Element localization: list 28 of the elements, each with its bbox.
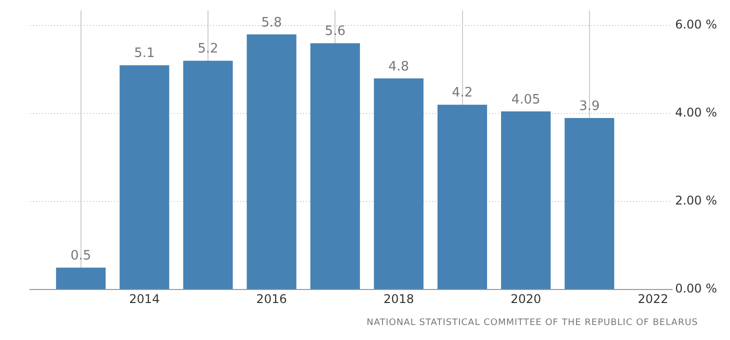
bar — [246, 34, 296, 290]
data-label: 5.8 — [261, 15, 282, 30]
y-tick-label: 0.00 % — [675, 282, 717, 296]
y-tick-label: 4.00 % — [675, 106, 717, 120]
data-label: 5.1 — [134, 46, 155, 62]
x-tick-label: 2014 — [129, 292, 160, 306]
data-label: 5.6 — [324, 24, 346, 40]
bar — [564, 118, 614, 290]
bar — [183, 60, 233, 290]
x-tick-label: 2018 — [383, 292, 414, 306]
data-label: 4.8 — [388, 59, 410, 74]
x-tick-label: 2022 — [638, 292, 668, 306]
x-tick-label: 2016 — [256, 292, 287, 306]
data-label: 0.5 — [70, 248, 92, 264]
data-label: 4.05 — [511, 92, 540, 108]
bar — [501, 111, 551, 290]
data-label: 3.9 — [579, 98, 600, 114]
bar — [437, 104, 488, 290]
bar — [56, 268, 106, 290]
bar — [310, 43, 360, 290]
y-tick-label: 6.00 % — [675, 18, 717, 32]
data-label: 4.2 — [452, 86, 473, 101]
text: NATIONAL STATISTICAL COMMITTEE OF THE REPUBLIC OF BELARUS — [366, 318, 698, 328]
data-label: 5.2 — [198, 42, 218, 57]
bar — [374, 78, 424, 290]
x-tick-label: 2020 — [510, 292, 542, 306]
y-tick-label: 2.00 % — [675, 194, 717, 208]
bar — [120, 65, 170, 290]
